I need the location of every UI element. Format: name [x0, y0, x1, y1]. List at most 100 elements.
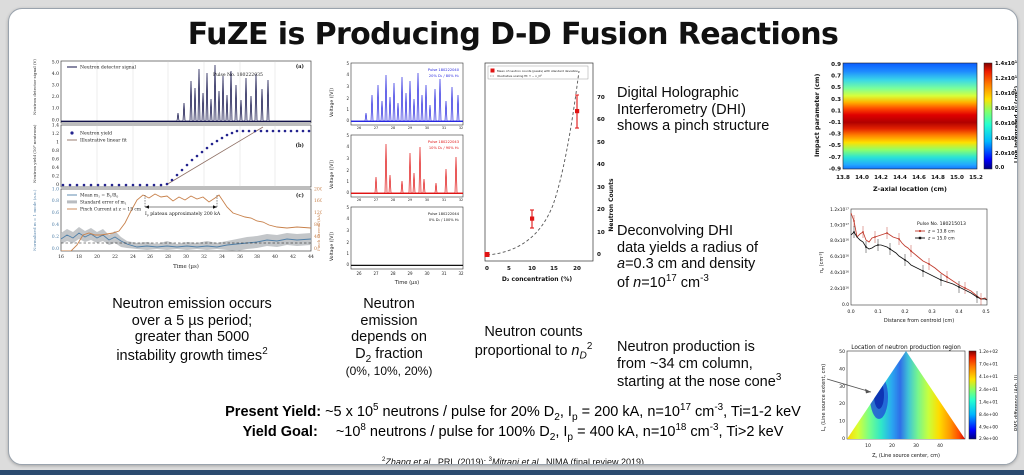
svg-text:40: 40	[597, 162, 605, 168]
svg-text:29: 29	[408, 126, 412, 130]
caption-emission-line2: over a 5 µs period;	[131, 312, 253, 329]
svg-text:1.2x1017: 1.2x1017	[830, 207, 849, 214]
fig-neutron-production-region-svg: Location of neutron production region 50…	[821, 345, 1018, 459]
svg-text:30: 30	[424, 271, 430, 276]
svg-text:Z-axial location (cm): Z-axial location (cm)	[873, 185, 947, 193]
ref-text-1: , PRL (2019);	[432, 457, 489, 465]
caption-counts-prop-text: proportional to	[474, 342, 572, 359]
svg-text:2: 2	[346, 240, 349, 245]
caption-dhi: Digital Holographic Interferometry (DHI)…	[617, 85, 812, 135]
fig-density-profile-svg: Pulse No. 180215013 z = 13.8 cm z = 15.0…	[818, 207, 989, 325]
svg-text:0.2: 0.2	[901, 309, 908, 315]
svg-text:40: 40	[314, 234, 320, 240]
svg-text:30: 30	[913, 443, 919, 449]
svg-text:0.3: 0.3	[831, 97, 841, 103]
ref-marker-3: 3	[488, 456, 492, 463]
svg-text:0.0: 0.0	[52, 118, 59, 124]
svg-text:-0.3: -0.3	[829, 132, 841, 138]
svg-text:20: 20	[839, 401, 845, 407]
svg-text:4: 4	[346, 144, 349, 149]
svg-text:50: 50	[597, 140, 605, 146]
svg-text:1.4: 1.4	[52, 123, 59, 129]
svg-text:-0.7: -0.7	[829, 155, 841, 161]
d2-subscript: 2	[365, 353, 372, 365]
caption-deconv-of: of	[617, 274, 634, 291]
svg-text:160: 160	[314, 198, 322, 204]
svg-text:27: 27	[373, 271, 379, 276]
svg-text:D₂ concentration (%): D₂ concentration (%)	[502, 276, 573, 283]
slide-card: FuZE is Producing D-D Fusion Reactions 5…	[8, 8, 1018, 465]
svg-text:0: 0	[346, 190, 349, 195]
svg-text:31: 31	[442, 126, 446, 130]
svg-text:14.0: 14.0	[855, 175, 869, 181]
summary-yield-goal: Yield Goal: ~108 neutrons / pulse for 10…	[9, 422, 1017, 443]
caption-emission-ref: 2	[262, 345, 268, 357]
svg-text:2.0x1016: 2.0x1016	[830, 286, 849, 293]
caption-d2-line1: Neutron	[363, 296, 415, 312]
svg-text:20: 20	[597, 207, 605, 213]
svg-text:0.0: 0.0	[995, 165, 1005, 171]
caption-neutron-counts-prop: Neutron counts proportional to nD2	[451, 324, 616, 362]
caption-deconv-unit: cm	[676, 274, 701, 291]
svg-text:0: 0	[346, 262, 349, 267]
caption-emission-line1: Neutron emission occurs	[112, 296, 272, 312]
caption-deconv-line4: of n=1017 cm-3	[617, 273, 812, 291]
svg-text:Neutron yield (10⁵ neutrons): Neutron yield (10⁵ neutrons)	[32, 124, 37, 183]
svg-text:27: 27	[374, 198, 378, 202]
svg-text:13.8: 13.8	[836, 175, 850, 181]
svg-text:32: 32	[201, 254, 207, 260]
svg-text:5.0: 5.0	[52, 60, 59, 66]
svg-text:26: 26	[357, 198, 361, 202]
svg-text:Pulse No. 180215013: Pulse No. 180215013	[917, 221, 966, 227]
svg-text:0: 0	[56, 182, 59, 188]
svg-text:31: 31	[442, 198, 446, 202]
svg-text:14.6: 14.6	[912, 175, 926, 181]
density-exponent: 17	[665, 272, 677, 284]
svg-text:-0.9: -0.9	[829, 166, 841, 172]
svg-text:34: 34	[219, 254, 225, 260]
fig-counts-vs-concentration-svg: Mean of neutron counts (peaks) with stan…	[484, 62, 615, 283]
svg-text:0.8: 0.8	[52, 198, 59, 204]
svg-text:Impact parameter (cm): Impact parameter (cm)	[813, 74, 821, 157]
svg-text:20: 20	[94, 254, 100, 260]
caption-d2-line4: D2 fraction	[334, 346, 444, 365]
svg-text:0: 0	[842, 436, 845, 442]
svg-text:26: 26	[147, 254, 153, 260]
caption-dhi-line1: Digital Holographic	[617, 85, 739, 101]
svg-text:4: 4	[346, 72, 349, 77]
page-title: FuZE is Producing D-D Fusion Reactions	[187, 17, 839, 52]
svg-text:4.9e+00: 4.9e+00	[979, 425, 998, 431]
caption-dhi-line3: shows a pinch structure	[617, 118, 770, 135]
svg-text:15: 15	[550, 266, 558, 272]
svg-text:24: 24	[130, 254, 136, 260]
density-symbol: n	[633, 274, 642, 291]
svg-text:Zc (Line source center, cm): Zc (Line source center, cm)	[872, 453, 940, 459]
svg-text:5: 5	[346, 205, 349, 210]
svg-text:4.0x1016: 4.0x1016	[995, 135, 1018, 142]
svg-text:0: 0	[485, 266, 489, 272]
svg-text:3: 3	[346, 84, 349, 89]
svg-text:40: 40	[272, 254, 278, 260]
svg-text:6.0x1016: 6.0x1016	[995, 120, 1018, 127]
svg-text:Illustrative linear fit: Illustrative linear fit	[80, 138, 127, 144]
svg-text:Neutron detector signal: Neutron detector signal	[80, 65, 136, 71]
caption-deconv-line3-rest: =0.3 cm and density	[625, 256, 756, 273]
svg-text:20: 20	[889, 443, 895, 449]
svg-text:RMS difference (Arb. U): RMS difference (Arb. U)	[1014, 375, 1018, 431]
svg-text:Pulse 180222044: Pulse 180222044	[428, 212, 460, 216]
svg-text:8.0x1016: 8.0x1016	[995, 105, 1018, 112]
svg-text:8.0x1016: 8.0x1016	[830, 238, 849, 245]
svg-text:3.0: 3.0	[52, 83, 59, 89]
svg-text:0.4: 0.4	[52, 222, 59, 228]
ref-text-2: , NIMA (final review 2019)	[541, 457, 645, 465]
svg-text:0% D₂ / 100% H₂: 0% D₂ / 100% H₂	[429, 218, 460, 222]
svg-text:22: 22	[112, 254, 118, 260]
svg-text:1: 1	[346, 107, 349, 112]
summary-goal-text: ~108 neutrons / pulse for 100% D2, Ip = …	[335, 422, 784, 443]
svg-text:0.1: 0.1	[831, 108, 841, 114]
caption-d2-fraction: Neutron emission depends on D2 fraction …	[334, 296, 444, 379]
svg-text:Lc (Line source extent, cm): Lc (Line source extent, cm)	[821, 364, 827, 431]
fig-dhi-heatmap: 0.9 0.7 0.5 0.3 0.1 -0.1 -0.3 -0.5 -0.7 -0.9 1…	[809, 57, 1018, 199]
svg-text:2.0x1016: 2.0x1016	[995, 150, 1018, 157]
